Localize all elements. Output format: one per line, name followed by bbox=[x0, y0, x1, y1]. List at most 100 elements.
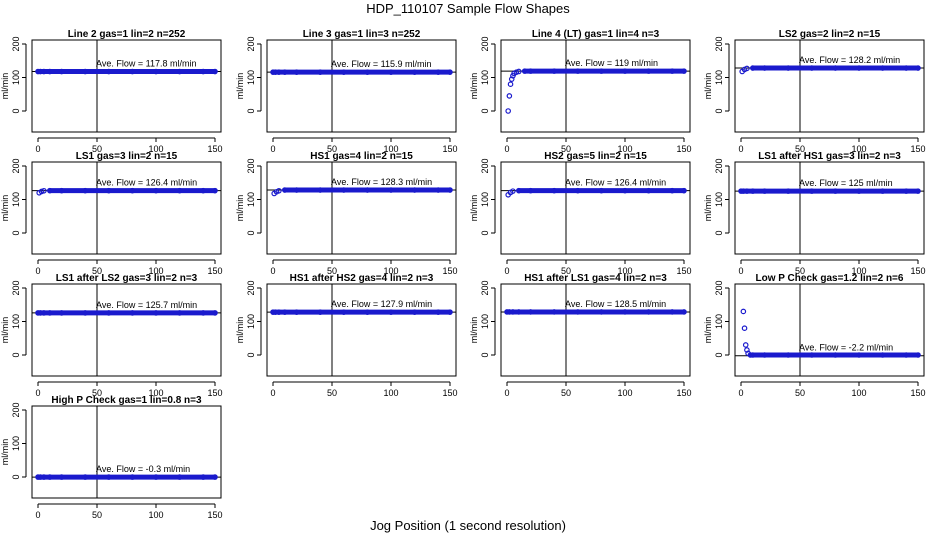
plot-frame bbox=[31, 405, 222, 499]
data-point bbox=[742, 342, 749, 348]
panel-title: Line 3 gas=1 lin=3 n=252 bbox=[303, 29, 421, 40]
plot-frame bbox=[500, 39, 691, 133]
y-tick-label: 0 bbox=[246, 352, 256, 357]
average-flow-annotation: Ave. Flow = 126.4 ml/min bbox=[96, 178, 197, 188]
y-tick-label: 100 bbox=[11, 70, 21, 85]
chart-panel-8: LS1 after HS1 gas=3 lin=2 n=3 0 100 200 ml/m… bbox=[703, 151, 926, 276]
x-tick-label: 0 bbox=[738, 388, 743, 398]
panel-title: Low P Check gas=1.2 lin=2 n=6 bbox=[756, 273, 904, 284]
x-tick-label: 150 bbox=[910, 266, 925, 276]
panel-title: LS1 gas=3 lin=2 n=15 bbox=[76, 151, 178, 162]
panel-title: LS2 gas=2 lin=2 n=15 bbox=[779, 29, 881, 40]
x-tick-label: 0 bbox=[35, 510, 40, 520]
x-tick-label: 150 bbox=[676, 266, 691, 276]
x-tick-label: 100 bbox=[851, 266, 866, 276]
x-tick-label: 50 bbox=[327, 388, 337, 398]
y-tick-label: 200 bbox=[246, 158, 256, 173]
average-flow-annotation: Ave. Flow = 126.4 ml/min bbox=[565, 178, 666, 188]
x-tick-label: 100 bbox=[383, 266, 398, 276]
x-tick-label: 50 bbox=[327, 144, 337, 154]
chart-panel-10: HS1 after HS2 gas=4 lin=2 n=3 0 100 200 ml/m… bbox=[235, 273, 458, 398]
x-tick-label: 50 bbox=[795, 388, 805, 398]
y-tick-label: 200 bbox=[246, 280, 256, 295]
x-tick-label: 100 bbox=[383, 388, 398, 398]
x-tick-label: 0 bbox=[270, 266, 275, 276]
plot-frame bbox=[500, 161, 691, 255]
x-tick-label: 50 bbox=[561, 144, 571, 154]
y-tick-label: 0 bbox=[246, 230, 256, 235]
x-tick-label: 100 bbox=[617, 388, 632, 398]
x-tick-label: 0 bbox=[504, 388, 509, 398]
panel-title: LS1 after HS1 gas=3 lin=2 n=3 bbox=[758, 151, 901, 162]
y-tick-label: 0 bbox=[480, 352, 490, 357]
plot-frame bbox=[266, 161, 457, 255]
y-tick-label: 200 bbox=[480, 158, 490, 173]
x-tick-label: 100 bbox=[617, 144, 632, 154]
data-point bbox=[507, 81, 514, 88]
y-axis-label: ml/min bbox=[0, 195, 10, 222]
data-point bbox=[38, 188, 45, 195]
page-title: HDP_110107 Sample Flow Shapes bbox=[366, 1, 570, 16]
average-flow-annotation: Ave. Flow = 127.9 ml/min bbox=[331, 299, 432, 309]
average-flow-annotation: Ave. Flow = 115.9 ml/min bbox=[331, 59, 431, 69]
y-tick-label: 100 bbox=[246, 192, 256, 207]
y-tick-label: 100 bbox=[714, 192, 724, 207]
y-axis-label: ml/min bbox=[469, 73, 479, 100]
average-flow-annotation: Ave. Flow = 125 ml/min bbox=[799, 178, 893, 188]
x-tick-label: 150 bbox=[207, 266, 222, 276]
x-tick-label: 150 bbox=[442, 144, 457, 154]
chart-panel-2: Line 3 gas=1 lin=3 n=252 0 100 200 ml/min 0 50… bbox=[235, 29, 458, 154]
y-axis-label: ml/min bbox=[469, 195, 479, 222]
y-tick-label: 100 bbox=[480, 192, 490, 207]
plot-frame bbox=[266, 283, 457, 377]
panel-title: Line 4 (LT) gas=1 lin=4 n=3 bbox=[532, 29, 660, 40]
chart-panel-12: Low P Check gas=1.2 lin=2 n=6 0 100 200 ml/m… bbox=[703, 273, 926, 398]
average-flow-annotation: Ave. Flow = 128.2 ml/min bbox=[799, 55, 900, 65]
data-point bbox=[744, 347, 750, 353]
y-tick-label: 0 bbox=[714, 352, 724, 357]
panel-title: LS1 after LS2 gas=3 lin=2 n=3 bbox=[56, 273, 198, 284]
plot-frame bbox=[31, 283, 222, 377]
y-tick-label: 200 bbox=[246, 36, 256, 51]
chart-panel-13: High P Check gas=1 lin=0.8 n=3 0 100 200 ml/… bbox=[0, 395, 223, 520]
y-tick-label: 0 bbox=[11, 474, 21, 479]
x-tick-label: 50 bbox=[92, 388, 102, 398]
plot-frame bbox=[31, 39, 222, 133]
panel-title: HS1 after HS2 gas=4 lin=2 n=3 bbox=[290, 273, 434, 284]
chart-panel-7: HS2 gas=5 lin=2 n=15 0 100 200 ml/min 0 50 100 1… bbox=[469, 151, 692, 276]
x-tick-label: 100 bbox=[148, 144, 163, 154]
x-tick-label: 100 bbox=[148, 388, 163, 398]
average-flow-annotation: Ave. Flow = -0.3 ml/min bbox=[96, 464, 190, 474]
x-tick-label: 150 bbox=[207, 144, 222, 154]
y-axis-label: ml/min bbox=[703, 317, 713, 344]
y-tick-label: 100 bbox=[11, 192, 21, 207]
y-tick-label: 100 bbox=[246, 314, 256, 329]
average-flow-annotation: Ave. Flow = 117.8 ml/min bbox=[96, 59, 196, 69]
y-tick-label: 200 bbox=[714, 280, 724, 295]
y-tick-label: 100 bbox=[11, 314, 21, 329]
x-tick-label: 150 bbox=[910, 144, 925, 154]
x-tick-label: 50 bbox=[327, 266, 337, 276]
y-tick-label: 0 bbox=[11, 230, 21, 235]
x-tick-label: 0 bbox=[35, 266, 40, 276]
x-tick-label: 0 bbox=[270, 388, 275, 398]
average-flow-annotation: Ave. Flow = 128.5 ml/min bbox=[565, 299, 666, 309]
x-tick-label: 150 bbox=[676, 144, 691, 154]
chart-panel-3: Line 4 (LT) gas=1 lin=4 n=3 0 100 200 ml/min… bbox=[469, 29, 692, 154]
x-tick-label: 0 bbox=[35, 388, 40, 398]
x-tick-label: 100 bbox=[851, 144, 866, 154]
panel-title: High P Check gas=1 lin=0.8 n=3 bbox=[51, 395, 202, 406]
y-axis-label: ml/min bbox=[0, 73, 10, 100]
y-axis-label: ml/min bbox=[235, 195, 245, 222]
panel-title: Line 2 gas=1 lin=2 n=252 bbox=[68, 29, 186, 40]
x-tick-label: 150 bbox=[207, 510, 222, 520]
y-tick-label: 0 bbox=[11, 108, 21, 113]
y-tick-label: 100 bbox=[714, 314, 724, 329]
plot-frame bbox=[734, 161, 925, 255]
data-point bbox=[740, 308, 747, 315]
plot-frame bbox=[500, 283, 691, 377]
panel-title: HS1 after LS1 gas=4 lin=2 n=3 bbox=[524, 273, 667, 284]
y-axis-label: ml/min bbox=[469, 317, 479, 344]
y-axis-label: ml/min bbox=[0, 439, 10, 466]
